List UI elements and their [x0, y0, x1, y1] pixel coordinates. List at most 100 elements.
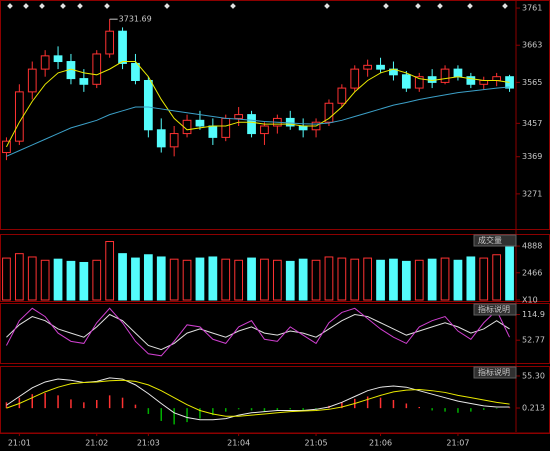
volume-bar [492, 254, 502, 301]
volume-bar [66, 260, 76, 301]
candle-body [376, 64, 385, 70]
candle-body [221, 117, 231, 138]
volume-bar [182, 259, 192, 301]
x-tick-label: 21:01 [8, 439, 31, 448]
candle-body [40, 55, 50, 70]
candle-body [14, 91, 24, 142]
y-tick-label: 3271 [522, 189, 542, 198]
candle-body [234, 114, 244, 119]
panel-title: 成交量 [478, 235, 502, 245]
candle-body [169, 133, 179, 148]
panel-title-box [473, 366, 517, 379]
volume-bar [285, 260, 295, 301]
volume-bar [53, 258, 63, 301]
volume-bar [401, 260, 411, 301]
candle-body [492, 76, 502, 81]
volume-bar [311, 259, 321, 301]
volume-bar [505, 246, 514, 301]
y-tick-label: 3565 [522, 78, 542, 87]
y-tick-label: 3369 [522, 152, 542, 161]
candle-body [440, 68, 450, 83]
x-tick-label: 21:04 [227, 439, 250, 448]
candle-body [324, 102, 334, 123]
event-marker [23, 3, 29, 9]
volume-bar [247, 257, 256, 301]
candle-body [247, 114, 256, 135]
candle-body [285, 117, 295, 127]
volume-bar [118, 253, 127, 301]
volume-bar [14, 253, 24, 301]
candle-body [92, 53, 102, 85]
indicator-line [6, 61, 510, 148]
volume-bar [79, 261, 89, 301]
panel-title: 指标说明 [478, 304, 510, 314]
x-tick-label: 21:05 [305, 439, 328, 448]
volume-bar [440, 257, 450, 301]
y-tick-label: 3457 [522, 119, 542, 128]
y-tick-label: 2466 [522, 268, 542, 277]
candle-body [53, 55, 63, 63]
candle-body [118, 30, 127, 64]
candle-body [414, 76, 424, 89]
x-tick-label: 21:07 [446, 439, 469, 448]
volume-bar [27, 256, 37, 301]
y-tick-label: 55.30 [522, 371, 545, 380]
volume-bar [466, 256, 476, 301]
candle-body [105, 30, 115, 55]
volume-bar [208, 256, 218, 301]
volume-bar [427, 258, 437, 301]
volume-bar [105, 241, 115, 301]
candle-body [195, 119, 205, 127]
volume-bar [2, 257, 11, 301]
y-tick-label: 4888 [522, 242, 542, 251]
candle-body [350, 68, 360, 89]
volume-bar [260, 258, 269, 301]
y-tick-label: 3663 [522, 41, 542, 50]
volume-bar [143, 254, 153, 301]
indicator-line [6, 379, 510, 417]
volume-bar [453, 259, 463, 301]
volume-bar [40, 259, 50, 301]
volume-bar [234, 259, 244, 301]
volume-bar [414, 259, 424, 301]
x-tick-label: 21:03 [137, 439, 160, 448]
indicator-line [6, 307, 511, 357]
candle-body [131, 62, 140, 81]
x-tick-label: 21:06 [369, 439, 392, 448]
panel-title: 指标说明 [478, 367, 510, 377]
y-tick-label: X10 [522, 296, 538, 305]
volume-bar [195, 257, 205, 301]
candle-body [466, 76, 476, 85]
candle-body [260, 125, 269, 135]
max-price-label: 3731.69 [119, 15, 152, 24]
volume-bar [324, 256, 334, 301]
x-tick-label: 21:02 [85, 439, 108, 448]
candle-body [298, 125, 308, 131]
candle-body [79, 78, 89, 85]
candle-body [208, 125, 218, 138]
event-marker [7, 3, 13, 9]
candle-body [337, 87, 347, 104]
candle-body [363, 64, 373, 70]
volume-bar [376, 259, 385, 301]
volume-bar [92, 259, 102, 301]
volume-bar [298, 258, 308, 301]
panel-title-box [473, 303, 517, 316]
candle-body [453, 68, 463, 78]
volume-bar [363, 257, 373, 301]
volume-bar [272, 259, 282, 301]
volume-bar [350, 258, 360, 301]
candle-body [143, 79, 153, 131]
volume-bar [169, 258, 179, 301]
candle-body [427, 76, 437, 83]
volume-bar [337, 257, 347, 301]
panel-title-box [473, 234, 517, 247]
y-tick-label: 0.213 [522, 404, 545, 413]
candle-body [156, 129, 166, 148]
volume-bar [221, 258, 231, 301]
volume-bar [389, 258, 398, 301]
y-tick-label: 3761 [522, 4, 542, 13]
indicator-line [6, 86, 510, 157]
